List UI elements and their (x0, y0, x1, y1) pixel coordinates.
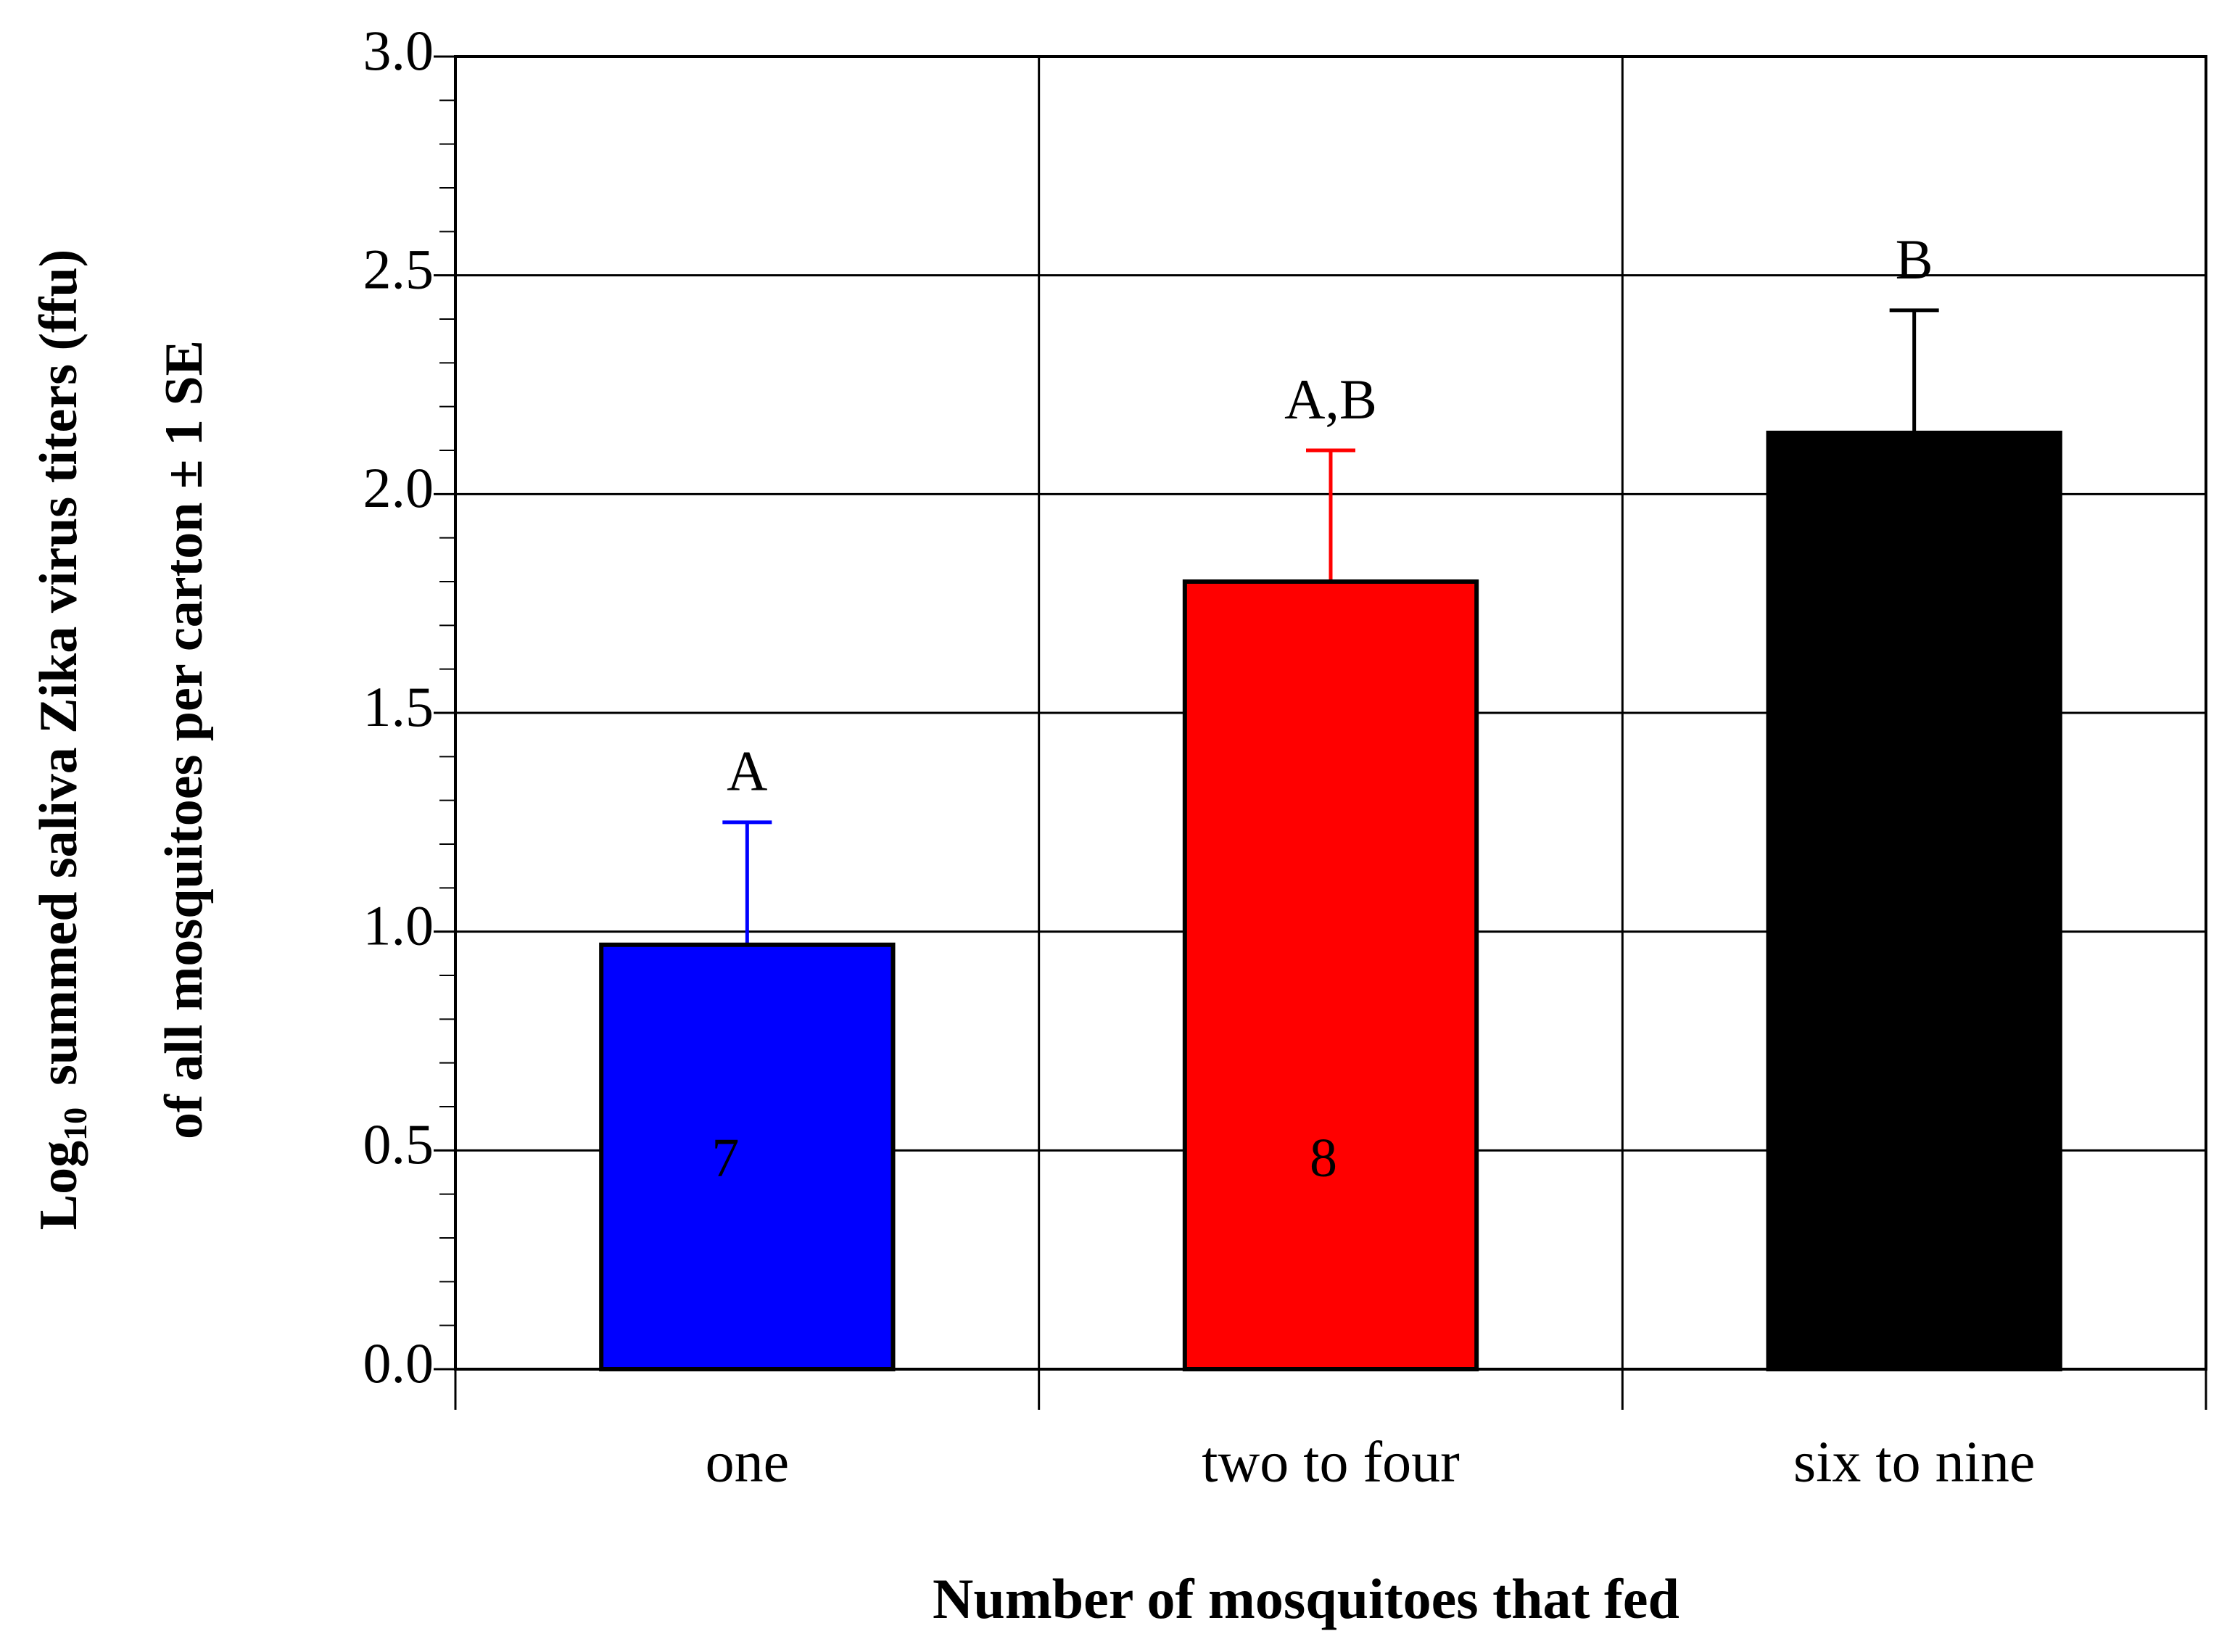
significance-label: A,B (1284, 368, 1377, 431)
y-tick-label: 1.0 (363, 894, 434, 957)
bar (599, 942, 896, 1372)
y-axis-title-rest: summed saliva Zika virus titers (ffu) (29, 249, 88, 1086)
bar (1182, 579, 1479, 1371)
significance-label: B (1896, 228, 1933, 291)
x-tick-label: two to four (1202, 1430, 1460, 1494)
y-tick-label: 0.0 (363, 1331, 434, 1395)
sample-size-label: 7 (711, 1128, 739, 1189)
sample-size-label: 6 (1879, 1128, 1906, 1189)
y-tick-label: 2.5 (363, 238, 434, 301)
y-axis-title-subscript: 10 (57, 1107, 94, 1141)
sample-size-label: 8 (1310, 1128, 1337, 1189)
y-tick-label: 2.0 (363, 456, 434, 519)
significance-label: A (727, 740, 767, 803)
bar (1766, 430, 2062, 1371)
x-axis-title: Number of mosquitoes that fed (933, 1567, 1679, 1630)
x-tick-label: one (706, 1430, 790, 1494)
x-tick-label: six to nine (1793, 1430, 2035, 1494)
y-tick-label: 1.5 (363, 675, 434, 738)
y-axis-title: Log10 summed saliva Zika virus titers (ff… (29, 249, 94, 1231)
y-axis-title-base: Log (29, 1141, 88, 1230)
y-tick-label: 3.0 (363, 19, 434, 82)
y-tick-label: 0.5 (363, 1112, 434, 1176)
y-axis-title-line2: of all mosquitoes per carton ± 1 SE (154, 340, 214, 1139)
